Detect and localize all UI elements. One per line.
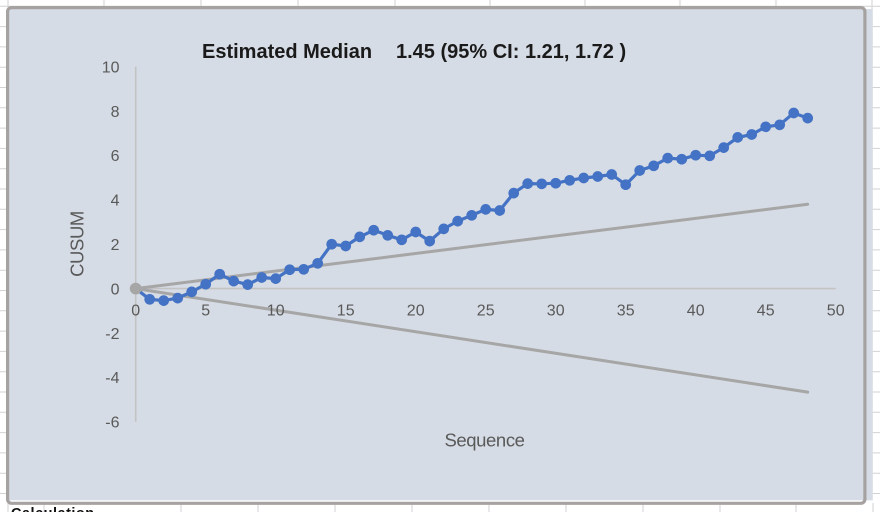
svg-text:1.45 (95% CI: 1.21, 1.72 ): 1.45 (95% CI: 1.21, 1.72 ) xyxy=(396,41,626,63)
svg-text:-6: -6 xyxy=(105,415,119,432)
svg-text:8: 8 xyxy=(111,104,120,121)
svg-text:-4: -4 xyxy=(105,370,119,387)
svg-text:Sequence: Sequence xyxy=(444,430,524,451)
svg-text:0: 0 xyxy=(131,303,140,320)
svg-text:2: 2 xyxy=(111,237,120,254)
svg-text:40: 40 xyxy=(687,303,705,320)
svg-text:35: 35 xyxy=(617,303,635,320)
svg-text:15: 15 xyxy=(337,303,355,320)
svg-text:-2: -2 xyxy=(105,326,119,343)
svg-text:25: 25 xyxy=(477,303,495,320)
svg-text:10: 10 xyxy=(267,303,285,320)
svg-text:45: 45 xyxy=(757,303,775,320)
svg-text:10: 10 xyxy=(102,59,120,76)
svg-text:50: 50 xyxy=(827,303,845,320)
svg-text:4: 4 xyxy=(111,193,120,210)
svg-text:5: 5 xyxy=(201,303,210,320)
svg-text:Estimated Median: Estimated Median xyxy=(202,41,372,63)
svg-text:CUSUM: CUSUM xyxy=(67,211,88,277)
svg-text:6: 6 xyxy=(111,148,120,165)
svg-text:20: 20 xyxy=(407,303,425,320)
svg-text:30: 30 xyxy=(547,303,565,320)
svg-text:0: 0 xyxy=(111,281,120,298)
svg-text:Calculation: Calculation xyxy=(11,506,95,512)
